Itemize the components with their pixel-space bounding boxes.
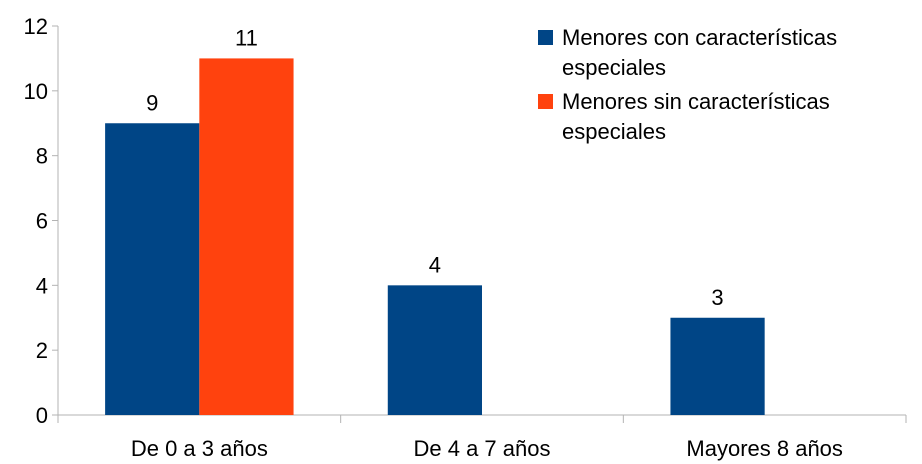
data-label: 3 bbox=[711, 285, 723, 310]
bar-series-1-1 bbox=[105, 123, 199, 415]
y-tick-label: 8 bbox=[36, 144, 48, 169]
legend-label: Menores con características especiales bbox=[562, 25, 837, 80]
legend-label: Menores sin características especiales bbox=[562, 89, 830, 144]
bar-series-1-2 bbox=[388, 285, 482, 415]
legend-swatch bbox=[538, 94, 553, 109]
data-label: 9 bbox=[146, 90, 158, 115]
legend-label-line: especiales bbox=[562, 119, 666, 144]
y-tick-label: 0 bbox=[36, 403, 48, 428]
y-tick-label: 12 bbox=[24, 14, 48, 39]
x-category-label: Mayores 8 años bbox=[686, 436, 843, 461]
y-tick-label: 2 bbox=[36, 338, 48, 363]
legend-label-line: especiales bbox=[562, 55, 666, 80]
data-label: 11 bbox=[235, 25, 258, 50]
y-axis: 0 2 4 6 8 10 12 bbox=[24, 14, 58, 428]
legend-swatch bbox=[538, 30, 553, 45]
legend-label-line: Menores sin características bbox=[562, 89, 830, 114]
bar-series-2-1 bbox=[199, 58, 293, 415]
data-label: 4 bbox=[429, 252, 441, 277]
bar-series-1-3 bbox=[670, 318, 764, 415]
x-category-label: De 0 a 3 años bbox=[131, 436, 268, 461]
legend-label-line: Menores con características bbox=[562, 25, 837, 50]
x-axis: De 0 a 3 años De 4 a 7 años Mayores 8 años bbox=[58, 415, 906, 461]
legend: Menores con características especialesMen… bbox=[538, 25, 837, 144]
y-tick-label: 6 bbox=[36, 209, 48, 234]
y-tick-label: 4 bbox=[36, 273, 48, 298]
y-tick-label: 10 bbox=[24, 79, 48, 104]
x-category-label: De 4 a 7 años bbox=[414, 436, 551, 461]
